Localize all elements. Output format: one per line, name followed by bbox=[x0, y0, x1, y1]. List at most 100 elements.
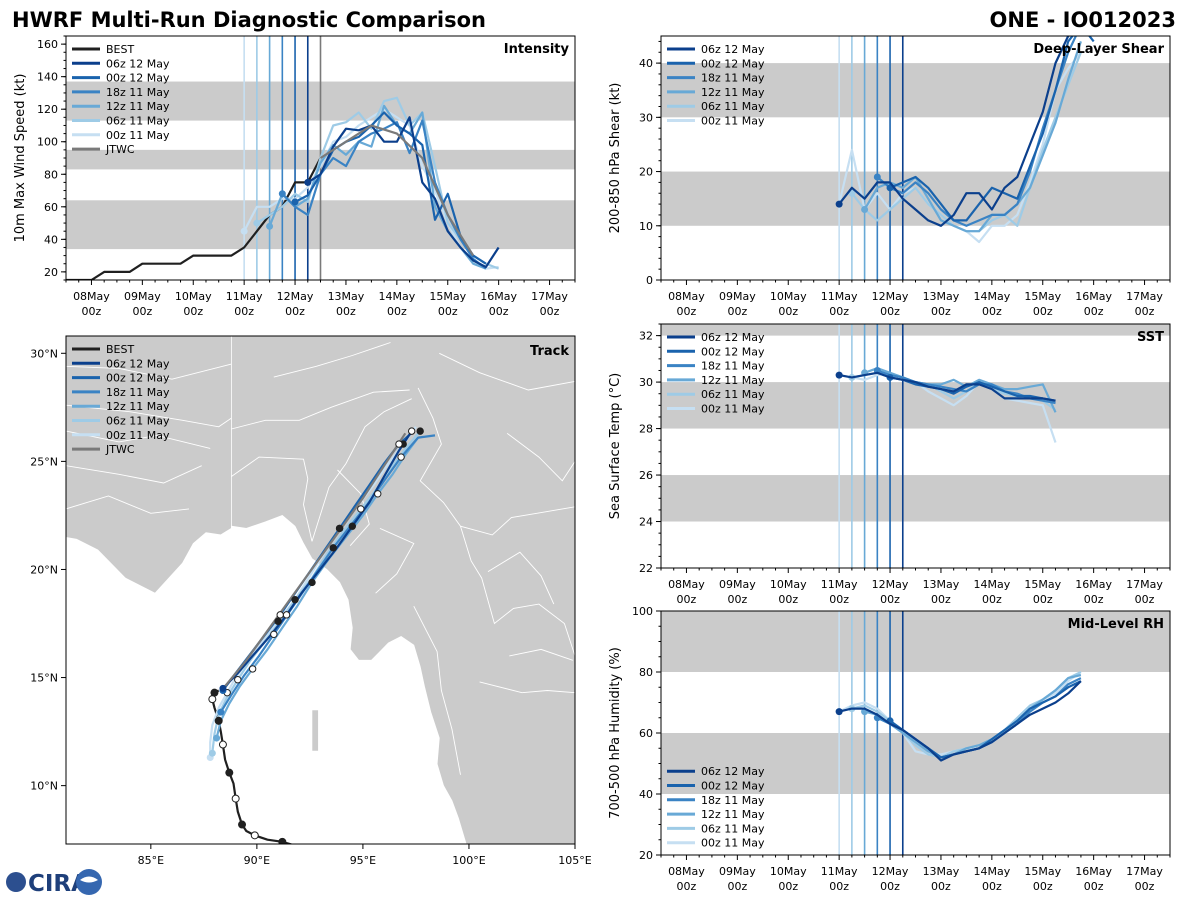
legend-label-00z-12-may: 00z 12 May bbox=[106, 72, 170, 85]
sst-xtick-label-hour: 00z bbox=[778, 593, 798, 606]
intensity-xtick-label-hour: 00z bbox=[132, 305, 152, 318]
andaman-islands bbox=[311, 709, 319, 752]
track-start-point-06z-11-may bbox=[208, 749, 216, 757]
track-point-best bbox=[278, 837, 287, 844]
sst-xtick-label-day: 13May bbox=[923, 578, 960, 591]
rh-init-point-06z-12-may bbox=[835, 708, 843, 716]
sst-xtick-label-day: 11May bbox=[821, 578, 858, 591]
intensity-xtick-label-day: 11May bbox=[226, 290, 263, 303]
track-ytick-label: 15°N bbox=[30, 672, 58, 685]
shear-init-point-12z-11-may bbox=[861, 206, 869, 214]
intensity-init-point-06z-12-may bbox=[304, 178, 312, 186]
intensity-ytick-label: 160 bbox=[37, 38, 58, 51]
track-point-00z-12-may bbox=[395, 440, 403, 448]
shear-xtick-label-hour: 00z bbox=[727, 305, 747, 318]
rh-xtick-label-hour: 00z bbox=[1084, 880, 1104, 893]
admin-boundary-8 bbox=[66, 465, 202, 484]
sst-ytick-label: 26 bbox=[639, 469, 653, 482]
shear-ytick-label: 30 bbox=[639, 111, 653, 124]
track-point-06z-11-may bbox=[291, 596, 299, 604]
intensity-ytick-label: 100 bbox=[37, 136, 58, 149]
shear-init-point-06z-12-may bbox=[835, 200, 843, 208]
legend-label-jtwc: JTWC bbox=[105, 443, 135, 456]
legend-label-00z-12-may: 00z 12 May bbox=[106, 372, 170, 385]
sst-panel: 22 24 26 28 30 32 08May 00z 09May 00z 10May 00z 11Ma… bbox=[608, 323, 1171, 606]
admin-boundary-9 bbox=[66, 430, 211, 449]
intensity-xtick-label-hour: 00z bbox=[336, 305, 356, 318]
rh-ytick-label: 60 bbox=[639, 727, 653, 740]
shear-xtick-label-hour: 00z bbox=[982, 305, 1002, 318]
rh-xtick-label-hour: 00z bbox=[982, 880, 1002, 893]
legend-label-06z-12-may: 06z 12 May bbox=[106, 357, 170, 370]
legend-label-06z-11-may: 06z 11 May bbox=[106, 415, 170, 428]
intensity-init-point-12z-11-may bbox=[266, 222, 274, 230]
intensity-xtick-label-day: 15May bbox=[429, 290, 466, 303]
rh-xtick-label-day: 12May bbox=[872, 865, 909, 878]
rh-ylabel: 700-500 hPa Humidity (%) bbox=[608, 647, 623, 819]
legend-label-00z-11-may: 00z 11 May bbox=[106, 429, 170, 442]
rh-xtick-label-day: 13May bbox=[923, 865, 960, 878]
legend-label-jtwc: JTWC bbox=[105, 143, 135, 156]
intensity-xtick-label-hour: 00z bbox=[183, 305, 203, 318]
sst-series-12z-11-may bbox=[864, 367, 1057, 413]
shear-xtick-label-day: 15May bbox=[1024, 290, 1061, 303]
legend-label-06z-11-may: 06z 11 May bbox=[106, 115, 170, 128]
sst-xtick-label-hour: 00z bbox=[1033, 593, 1053, 606]
shear-xtick-label-hour: 00z bbox=[1033, 305, 1053, 318]
track-point-06z-12-may bbox=[407, 427, 416, 435]
sst-xtick-label-hour: 00z bbox=[1135, 593, 1155, 606]
track-xtick-label: 95°E bbox=[350, 854, 376, 867]
rh-xtick-label-day: 14May bbox=[973, 865, 1010, 878]
track-point-best bbox=[250, 831, 259, 840]
rh-xtick-label-hour: 00z bbox=[778, 880, 798, 893]
admin-boundary-17 bbox=[487, 551, 555, 605]
rh-xtick-label-day: 10May bbox=[770, 865, 807, 878]
sst-xtick-label-hour: 00z bbox=[982, 593, 1002, 606]
legend-label-18z-11-may: 18z 11 May bbox=[701, 72, 765, 85]
shear-xtick-label-day: 08May bbox=[668, 290, 705, 303]
intensity-xtick-label-day: 10May bbox=[175, 290, 212, 303]
sst-ytick-label: 28 bbox=[639, 423, 653, 436]
sst-ytick-label: 32 bbox=[639, 330, 653, 343]
intensity-title: Intensity bbox=[504, 42, 570, 57]
legend-label-18z-11-may: 18z 11 May bbox=[701, 360, 765, 373]
shear-xtick-label-day: 11May bbox=[821, 290, 858, 303]
admin-boundary-3 bbox=[311, 398, 412, 542]
rh-panel: 20 40 60 80 100 08May 00z 09May 00z 10May 00z 11May… bbox=[608, 605, 1171, 893]
shear-panel: 0 10 20 30 40 08May 00z 09May 00z 10May 00z 11May 00… bbox=[608, 35, 1171, 318]
intensity-xtick-label-hour: 00z bbox=[285, 305, 305, 318]
admin-boundary-6 bbox=[413, 605, 461, 775]
legend-label-00z-12-may: 00z 12 May bbox=[701, 57, 765, 70]
rh-xtick-label-day: 11May bbox=[821, 865, 858, 878]
legend-label-00z-11-may: 00z 11 May bbox=[106, 129, 170, 142]
track-point-06z-11-may bbox=[234, 676, 242, 684]
shear-xtick-label-hour: 00z bbox=[778, 305, 798, 318]
track-point-06z-11-may bbox=[357, 505, 365, 513]
track-point-best bbox=[218, 740, 227, 749]
track-point-best bbox=[214, 716, 223, 725]
legend-label-00z-12-may: 00z 12 May bbox=[701, 345, 765, 358]
rh-xtick-label-day: 09May bbox=[719, 865, 756, 878]
admin-boundary-15 bbox=[375, 527, 415, 594]
sst-xtick-label-day: 12May bbox=[872, 578, 909, 591]
shear-ytick-label: 40 bbox=[639, 57, 653, 70]
shear-ytick-label: 0 bbox=[646, 274, 653, 287]
legend-label-06z-12-may: 06z 12 May bbox=[701, 331, 765, 344]
admin-boundary-7 bbox=[479, 681, 575, 694]
rh-ytick-label: 40 bbox=[639, 788, 653, 801]
sst-xtick-label-day: 10May bbox=[770, 578, 807, 591]
cira-logo: CIRA bbox=[6, 869, 102, 897]
intensity-ytick-label: 140 bbox=[37, 71, 58, 84]
intensity-xtick-label-hour: 00z bbox=[540, 305, 560, 318]
india-landmass bbox=[66, 336, 232, 594]
rh-xtick-label-day: 15May bbox=[1024, 865, 1061, 878]
track-point-18z-11-may bbox=[329, 544, 337, 552]
legend-label-06z-12-may: 06z 12 May bbox=[701, 765, 765, 778]
rh-ytick-label: 80 bbox=[639, 666, 653, 679]
intensity-xtick-label-hour: 00z bbox=[82, 305, 102, 318]
shear-xtick-label-hour: 00z bbox=[1135, 305, 1155, 318]
sst-title: SST bbox=[1137, 330, 1164, 345]
rh-plot-area bbox=[661, 611, 1170, 855]
rh-xtick-label-day: 16May bbox=[1075, 865, 1112, 878]
intensity-xtick-label-day: 13May bbox=[328, 290, 365, 303]
